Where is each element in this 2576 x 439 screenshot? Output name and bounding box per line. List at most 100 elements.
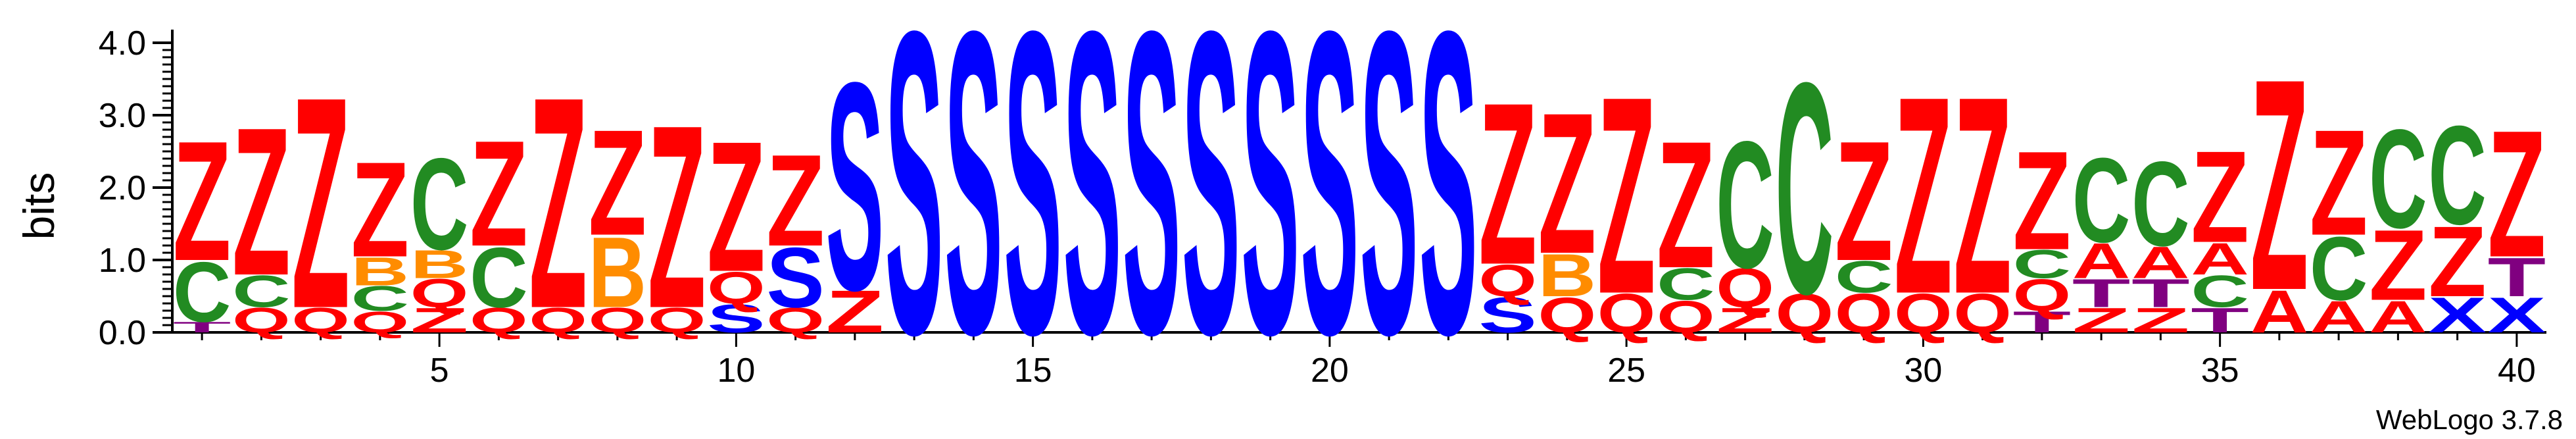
- logo-letter: Q: [410, 271, 468, 316]
- logo-letter: C: [1776, 20, 1834, 357]
- logo-column: S: [1004, 0, 1061, 425]
- logo-column: S: [1301, 0, 1359, 425]
- logo-letter: C: [470, 230, 527, 325]
- logo-column: S: [1123, 0, 1180, 425]
- logo-letter: Z: [2428, 205, 2486, 317]
- x-tick-label: 30: [1904, 351, 1942, 390]
- logo-letter: C: [2428, 96, 2486, 253]
- logo-letter: Z: [2310, 97, 2368, 267]
- logo-letter: S: [1182, 0, 1240, 425]
- logo-column: S: [1241, 0, 1299, 425]
- logo-column: QCZ: [232, 84, 290, 340]
- x-tick-label: 40: [2498, 351, 2536, 390]
- logo-letter: Q: [1835, 283, 1893, 344]
- logo-letter: S: [1360, 0, 1418, 425]
- logo-letter: Q: [291, 301, 349, 340]
- logo-column: SQZ: [707, 103, 765, 341]
- logo-letter: Q: [1953, 283, 2011, 344]
- logo-letter: Q: [1657, 292, 1714, 342]
- y-axis-label: bits: [14, 172, 63, 240]
- logo-letter: Z: [1953, 38, 2011, 352]
- y-tick-label: 0.0: [99, 314, 146, 352]
- logo-letter: Z: [291, 34, 349, 371]
- logo-letter: Z: [707, 103, 765, 311]
- logo-letter: Z: [232, 84, 290, 319]
- logo-letter: C: [2310, 218, 2368, 319]
- logo-column: QCZ: [470, 109, 527, 340]
- logo-letter: Z: [1478, 55, 1536, 313]
- logo-letter: Z: [2013, 122, 2071, 279]
- logo-column: S: [1182, 0, 1240, 425]
- logo-letter: A: [2310, 292, 2368, 342]
- logo-letter: S: [826, 21, 884, 352]
- logo-column: ACZ: [2310, 97, 2368, 342]
- logo-letter: Z: [648, 71, 706, 363]
- logo-letter: Z: [2250, 16, 2308, 353]
- logo-letter: S: [707, 296, 765, 341]
- logo-letter: S: [1063, 0, 1121, 425]
- logo-column: QCZ: [1835, 105, 1893, 344]
- logo-letter: C: [351, 279, 409, 319]
- x-tick-label: 5: [430, 351, 449, 390]
- logo-letter: Q: [1538, 287, 1596, 344]
- logo-letter: A: [2072, 233, 2130, 289]
- logo-letter: Z: [1894, 38, 1952, 352]
- logo-letter: S: [1123, 0, 1180, 425]
- logo-letter: A: [2369, 292, 2427, 342]
- logo-letter: S: [1004, 0, 1061, 425]
- logo-letter: C: [410, 131, 468, 276]
- logo-column: TCZ: [173, 105, 231, 340]
- logo-column: QC: [1776, 20, 1834, 357]
- logo-letter: S: [766, 230, 824, 325]
- x-tick-label: 15: [1014, 351, 1052, 390]
- logo-letter: Z: [1835, 105, 1893, 296]
- logo-letter: Q: [1776, 283, 1834, 344]
- logo-letter: Z: [470, 109, 527, 278]
- logo-column: QSZ: [766, 128, 824, 340]
- logo-letter: Z: [1716, 301, 1774, 340]
- logo-letter: Z: [1597, 38, 1655, 352]
- logo-letter: S: [944, 0, 1002, 425]
- x-tick-label: 35: [2201, 351, 2239, 390]
- logo-column: S: [885, 0, 943, 425]
- x-tick-label: 25: [1607, 351, 1645, 390]
- logo-letter: Z: [766, 128, 824, 274]
- logo-column: QCZ: [1657, 103, 1714, 342]
- logo-letter: C: [173, 244, 231, 340]
- logo-letter: A: [2191, 234, 2248, 284]
- logo-letter: Z: [1657, 103, 1714, 306]
- logo-letter: Q: [766, 301, 824, 340]
- logo-letter: S: [1419, 0, 1477, 425]
- logo-column: QZ: [291, 34, 349, 371]
- logo-letter: S: [1301, 0, 1359, 425]
- logo-letter: Z: [2131, 301, 2189, 340]
- logo-column: S: [944, 0, 1002, 425]
- logo-column: ZQC: [1716, 104, 1774, 340]
- logo-letter: C: [2191, 267, 2248, 317]
- logo-letter: S: [1241, 0, 1299, 425]
- logo-letter: C: [2072, 134, 2130, 269]
- y-tick-label: 4.0: [99, 24, 146, 63]
- logo-letter: T: [2488, 247, 2546, 309]
- logo-column: QZ: [648, 71, 706, 363]
- logo-column: S: [1063, 0, 1121, 425]
- logo-letter: Q: [1716, 258, 1774, 319]
- logo-column: S: [1419, 0, 1477, 425]
- logo-column: QZ: [1894, 38, 1952, 352]
- y-tick-label: 2.0: [99, 169, 146, 207]
- logo-letter: C: [232, 267, 290, 317]
- logo-letter: B: [589, 217, 646, 329]
- logo-letter: S: [885, 0, 943, 425]
- logo-letter: S: [1478, 287, 1536, 343]
- logo-letter: T: [2131, 271, 2189, 316]
- logo-letter: Z: [410, 301, 468, 340]
- logo-letter: C: [1657, 259, 1714, 310]
- logo-column: S: [1360, 0, 1418, 425]
- logo-letter: T: [2191, 301, 2248, 340]
